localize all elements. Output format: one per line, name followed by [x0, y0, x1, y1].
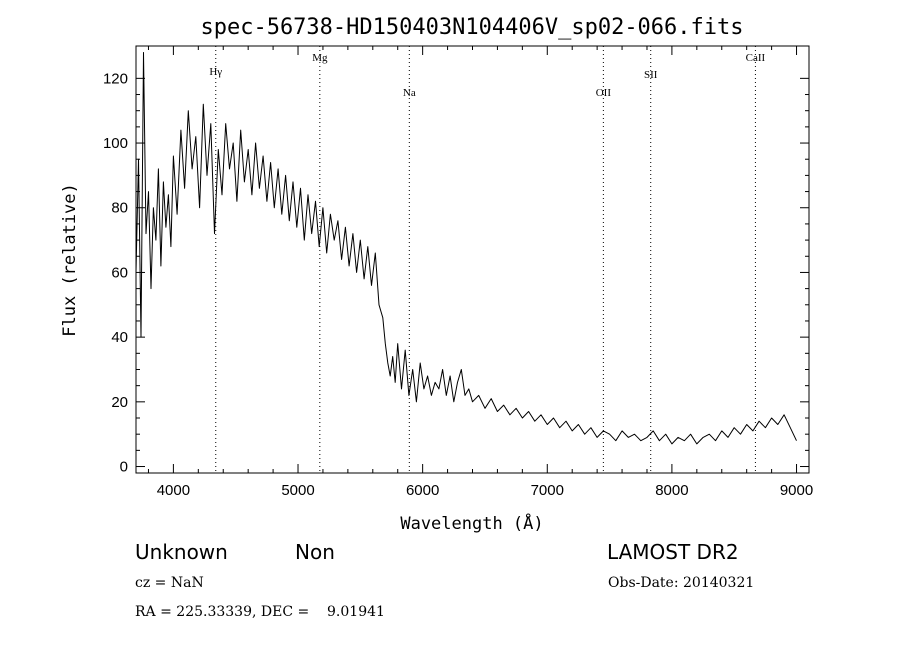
line-marker-label-3: OII	[596, 87, 612, 99]
plot-area	[135, 52, 797, 445]
chart-title: spec-56738-HD150403N104406V_sp02-066.fit…	[200, 15, 743, 40]
y-tick-label-100: 100	[103, 135, 128, 152]
x-tick-label-7000: 7000	[531, 482, 564, 499]
y-axis-ticks: 0 20 40 60 80 100 120	[103, 70, 809, 476]
y-tick-label-0: 0	[120, 459, 128, 476]
line-marker-label-0: Hγ	[209, 66, 222, 78]
y-tick-label-40: 40	[111, 329, 128, 346]
object-class: Unknown	[135, 540, 228, 564]
x-tick-label-5000: 5000	[281, 482, 314, 499]
line-marker-label-1: Mg	[312, 52, 328, 64]
y-tick-label-80: 80	[111, 200, 128, 217]
y-tick-label-60: 60	[111, 264, 128, 281]
plot-frame	[135, 45, 810, 474]
y-axis-label: Flux (relative)	[60, 183, 80, 337]
x-tick-label-4000: 4000	[157, 482, 190, 499]
line-marker-label-5: CaII	[746, 52, 766, 64]
observation-date: Obs-Date: 20140321	[608, 575, 755, 591]
line-marker-label-2: Na	[403, 87, 416, 99]
y-tick-label-120: 120	[103, 70, 128, 87]
y-tick-label-20: 20	[111, 394, 128, 411]
survey-name: LAMOST DR2	[607, 540, 739, 564]
spectrum-line-0	[135, 52, 797, 445]
spectral-line-markers: Hγ Mg Na OII SII CaII	[209, 46, 766, 473]
coordinates: RA = 225.33339, DEC = 9.01941	[135, 604, 385, 620]
x-axis-ticks: 4000 5000 6000 7000 8000 9000	[147, 46, 813, 499]
redshift-value: cz = NaN	[135, 575, 204, 591]
x-tick-label-6000: 6000	[406, 482, 439, 499]
object-subclass: Non	[295, 540, 335, 564]
x-axis-label: Wavelength (Å)	[400, 512, 543, 534]
x-tick-label-9000: 9000	[780, 482, 813, 499]
x-tick-label-8000: 8000	[655, 482, 688, 499]
line-marker-label-4: SII	[644, 69, 658, 81]
